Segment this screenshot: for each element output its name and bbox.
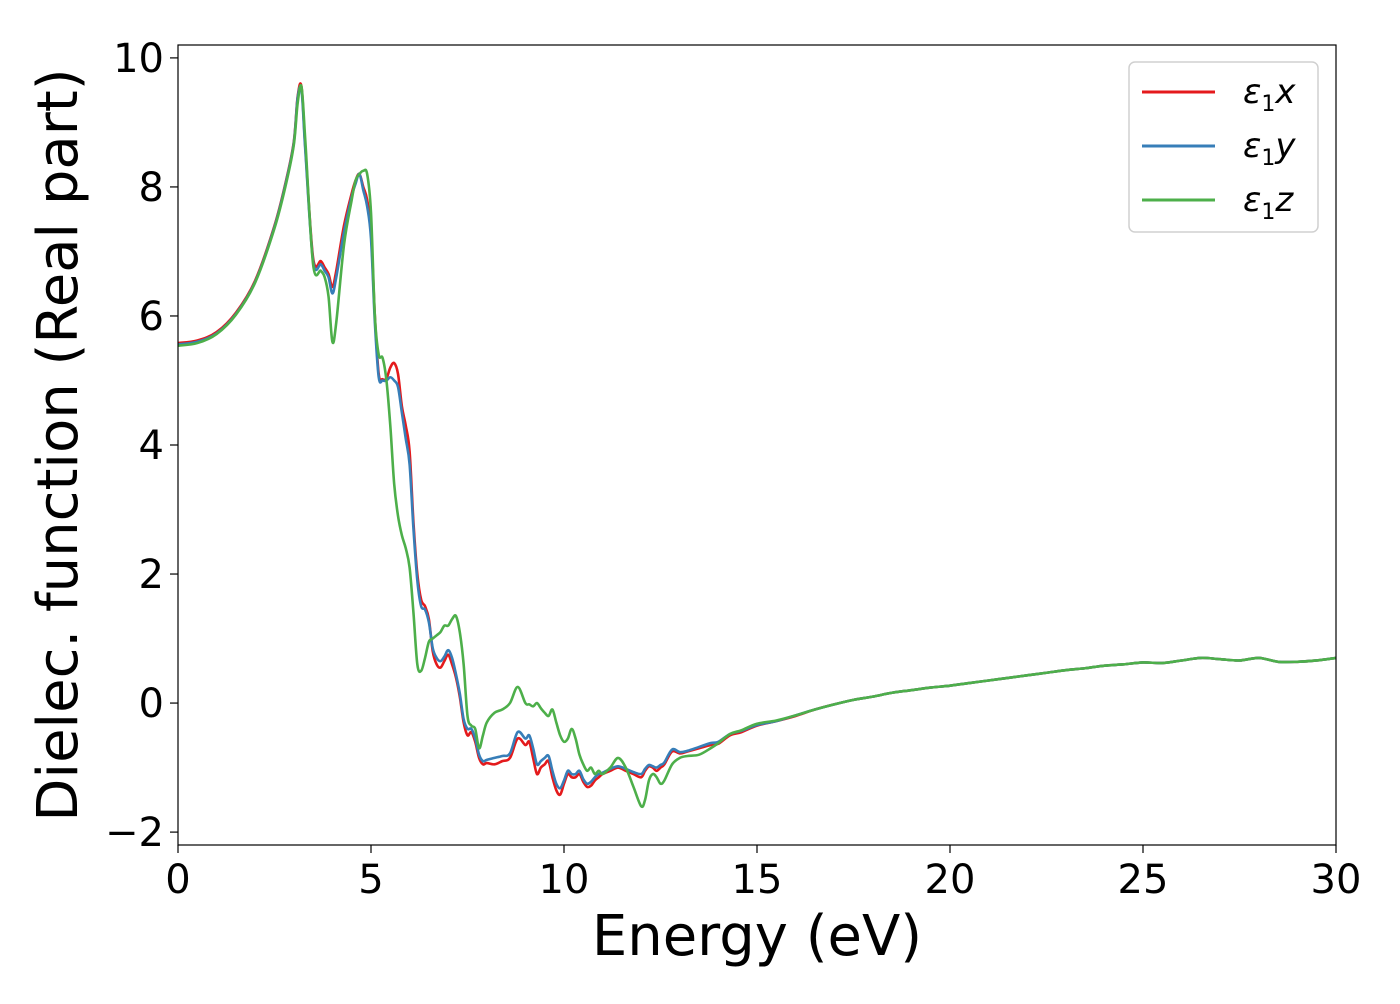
y-tick-label: 6 <box>139 294 164 340</box>
legend-box <box>1128 61 1319 233</box>
y-tick-label: 2 <box>139 552 164 598</box>
y-axis-title: Dielec. function (Real part) <box>26 68 91 821</box>
series-line-z <box>177 84 1337 809</box>
legend: ε1x ε1y ε1z <box>1128 61 1319 233</box>
y-tick-label: 4 <box>139 423 164 469</box>
x-tick-label: 5 <box>358 857 383 903</box>
y-tick-label: 0 <box>139 681 164 727</box>
y-tick-label: 10 <box>113 36 164 82</box>
x-axis-title: Energy (eV) <box>592 904 922 969</box>
x-tick-label: 25 <box>1118 857 1169 903</box>
x-tick-label: 20 <box>925 857 976 903</box>
series-lines <box>177 82 1337 809</box>
x-axis-ticks: 0 5 10 15 20 25 30 <box>165 845 1361 903</box>
x-tick-label: 0 <box>165 857 190 903</box>
x-tick-label: 30 <box>1311 857 1362 903</box>
legend-label-y: ε1y <box>1243 126 1296 171</box>
x-tick-label: 10 <box>539 857 590 903</box>
y-tick-label: −2 <box>105 810 164 856</box>
legend-label-x: ε1x <box>1243 72 1296 117</box>
x-tick-label: 15 <box>732 857 783 903</box>
y-axis-ticks: −2 0 2 4 6 8 10 <box>105 36 178 856</box>
legend-label-z: ε1z <box>1243 180 1294 225</box>
y-tick-label: 8 <box>139 165 164 211</box>
